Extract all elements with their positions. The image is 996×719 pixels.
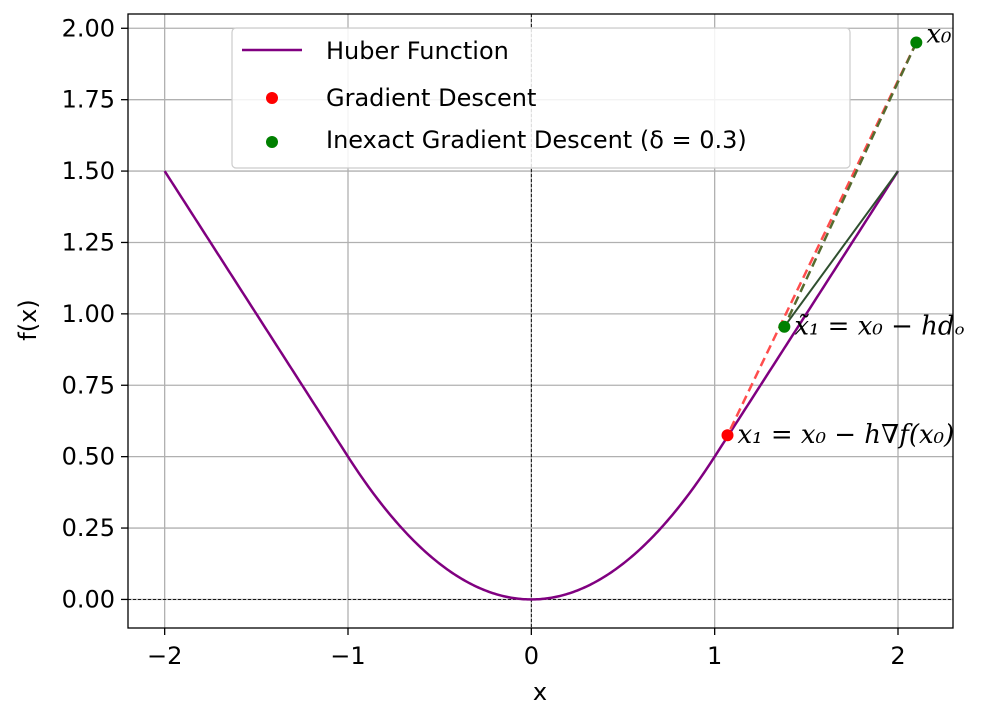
legend-dot-igd bbox=[266, 136, 278, 148]
y-tick-label-8: 2.00 bbox=[62, 14, 115, 42]
annotation-0: x₀ bbox=[926, 20, 952, 50]
igd-segment-solid bbox=[783, 170, 899, 328]
igd-step-path bbox=[783, 42, 918, 328]
legend-dot-gd bbox=[266, 92, 278, 104]
ticks-layer: −2 −1 0 1 2 0.00 0.25 0.50 0.75 1.00 1.25 1.50 1.75 2… bbox=[62, 14, 906, 670]
y-tick-label-3: 0.75 bbox=[62, 371, 115, 399]
y-tick-label-5: 1.25 bbox=[62, 228, 115, 256]
y-tick-label-4: 1.00 bbox=[62, 300, 115, 328]
igd-point-1 bbox=[778, 320, 791, 333]
x-tick-label-1: −1 bbox=[330, 642, 365, 670]
legend-label-gd: Gradient Descent bbox=[326, 84, 536, 112]
igd-point-0 bbox=[910, 36, 923, 49]
x-tick-label-2: 0 bbox=[524, 642, 539, 670]
x-axis-label: x bbox=[533, 678, 547, 706]
x-tick-label-0: −2 bbox=[147, 642, 182, 670]
y-axis-label: f(x) bbox=[14, 299, 42, 340]
y-tick-label-2: 0.50 bbox=[62, 443, 115, 471]
x-tick-label-4: 2 bbox=[890, 642, 905, 670]
y-tick-label-1: 0.25 bbox=[62, 514, 115, 542]
axes-frame bbox=[127, 13, 954, 629]
huber-function-line bbox=[163, 170, 900, 601]
annotations: x₀ x̃₁ = x₀ − hdₒ x₁ = x₀ − h∇f(x₀) bbox=[738, 20, 965, 451]
legend: Huber Function Gradient Descent Inexact … bbox=[231, 27, 851, 169]
annotation-1: x̃₁ = x₀ − hdₒ bbox=[794, 312, 964, 342]
legend-label-igd: Inexact Gradient Descent (δ = 0.3) bbox=[326, 126, 747, 154]
legend-box bbox=[231, 27, 851, 169]
annotation-2: x₁ = x₀ − h∇f(x₀) bbox=[738, 420, 955, 450]
plot-layer bbox=[163, 36, 923, 601]
y-tick-label-0: 0.00 bbox=[62, 585, 115, 613]
y-tick-label-6: 1.50 bbox=[62, 157, 115, 185]
y-tick-label-7: 1.75 bbox=[62, 86, 115, 114]
axes-layer bbox=[127, 13, 954, 629]
gd-point-0 bbox=[721, 429, 734, 442]
x-tick-label-3: 1 bbox=[707, 642, 722, 670]
legend-label-huber: Huber Function bbox=[326, 37, 509, 65]
